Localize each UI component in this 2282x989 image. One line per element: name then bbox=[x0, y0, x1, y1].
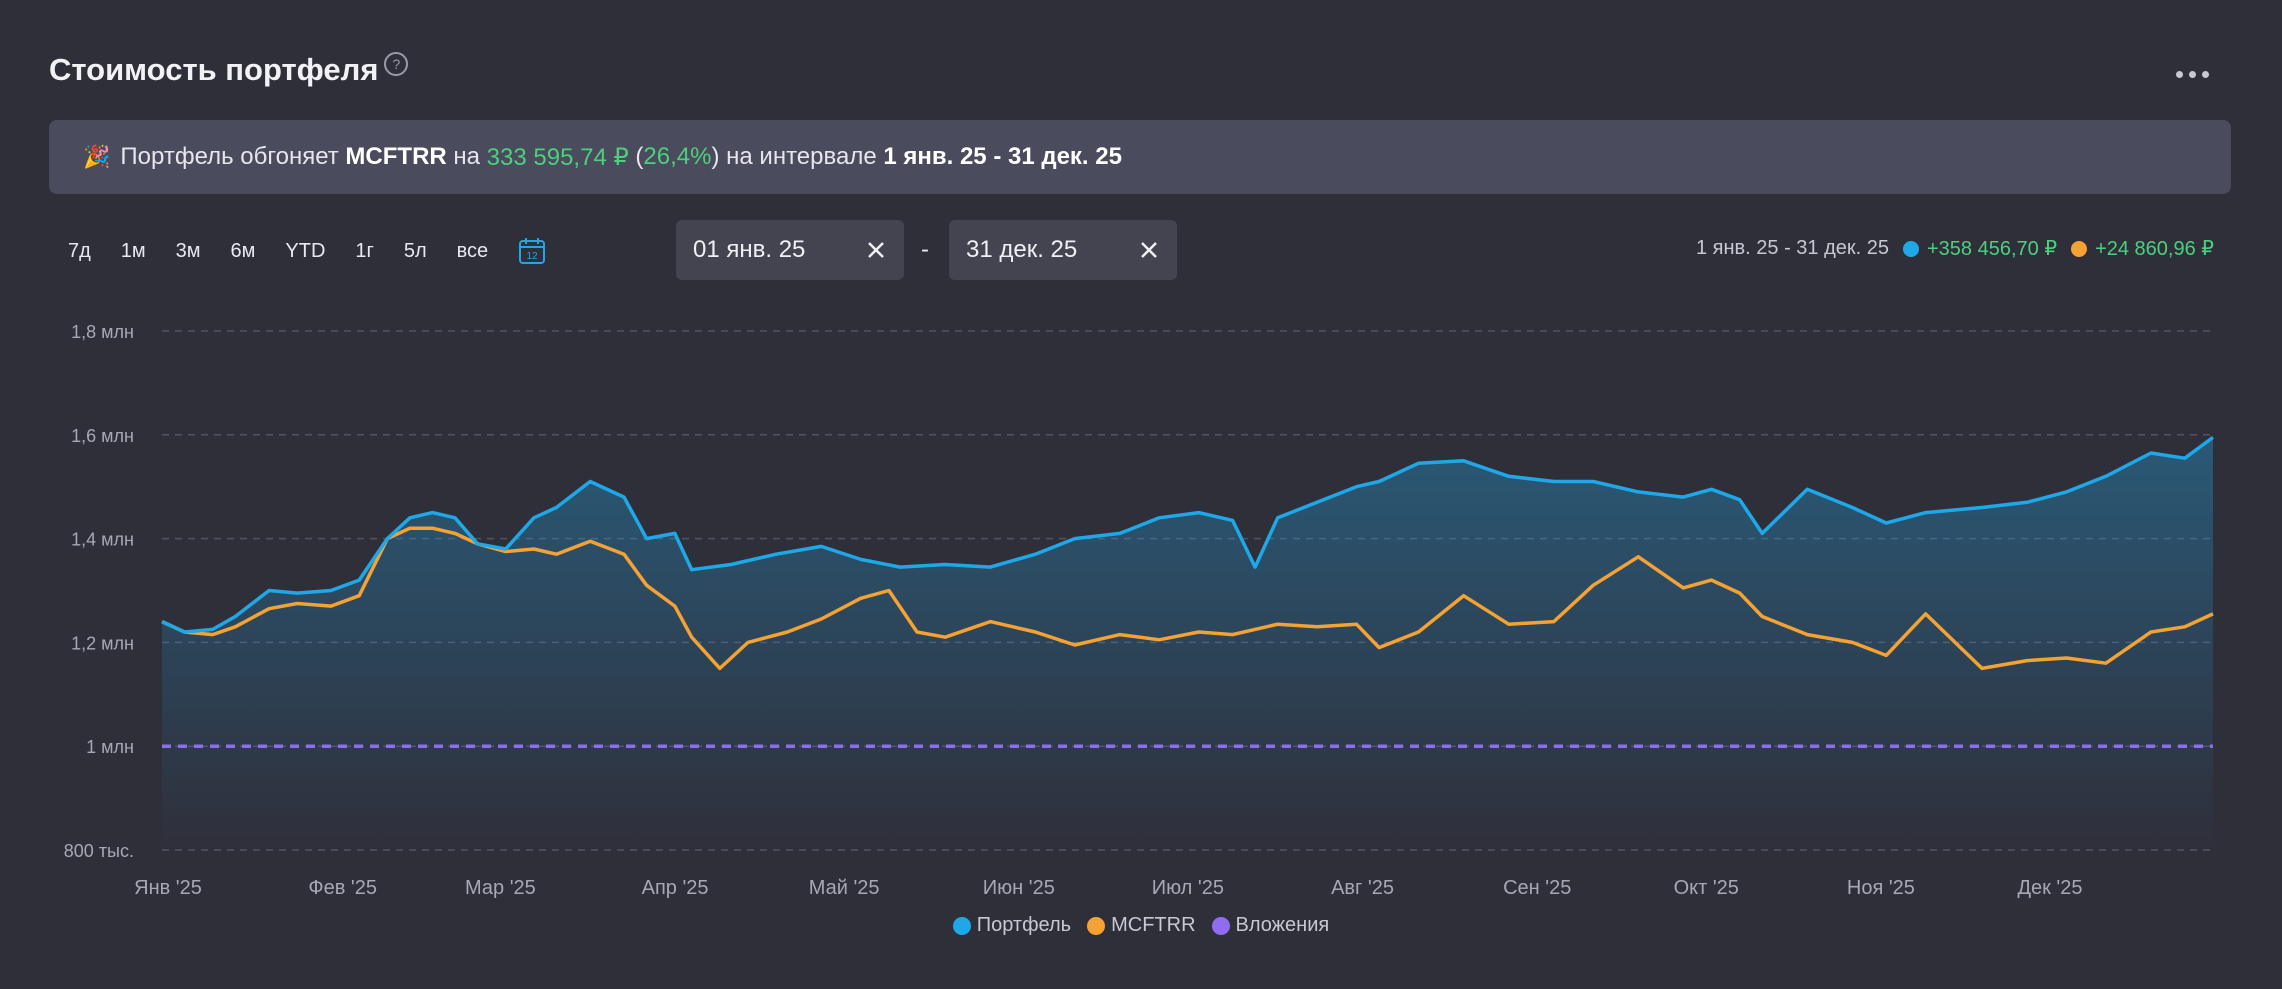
x-axis: Янв '25 Фев '25 Мар '25 Апр '25 Май '25 Июн '… bbox=[134, 877, 2082, 899]
help-icon[interactable]: ? bbox=[384, 52, 409, 76]
period-selector: 7д 1м 3м 6м YTD 1г 5л все 12 bbox=[54, 236, 547, 266]
y-tick-label: 1,2 млн bbox=[71, 633, 134, 653]
legend-benchmark-label: MCFTRR bbox=[1111, 914, 1196, 936]
legend-investments-dot-icon bbox=[1211, 916, 1230, 935]
period-1y-button[interactable]: 1г bbox=[355, 240, 374, 262]
y-tick-label: 800 тыс. bbox=[64, 841, 134, 861]
x-tick-label: Янв '25 bbox=[134, 877, 202, 899]
y-tick-label: 1,6 млн bbox=[71, 426, 134, 446]
period-5y-button[interactable]: 5л bbox=[403, 240, 427, 262]
period-3m-button[interactable]: 3м bbox=[175, 240, 201, 262]
x-tick-label: Май '25 bbox=[809, 877, 880, 899]
period-all-button[interactable]: все bbox=[456, 240, 489, 262]
party-popper-icon: 🎉 bbox=[83, 144, 111, 169]
legend-portfolio-label: Портфель bbox=[976, 914, 1072, 936]
comparison-banner: 🎉 Портфель обгоняет MCFTRR на 333 595,74… bbox=[49, 120, 2231, 194]
period-1m-button[interactable]: 1м bbox=[120, 240, 146, 262]
clear-to-icon[interactable] bbox=[1137, 238, 1161, 262]
x-tick-label: Дек '25 bbox=[2017, 877, 2082, 899]
date-range-separator: - bbox=[921, 236, 929, 263]
legend-benchmark-dot-icon bbox=[1087, 916, 1106, 935]
portfolio-dot-icon bbox=[1903, 240, 1919, 257]
x-tick-label: Авг '25 bbox=[1331, 877, 1394, 899]
page-title: Стоимость портфеля ? bbox=[49, 52, 409, 88]
banner-text-3: на интервале bbox=[719, 143, 884, 170]
chart-series bbox=[161, 435, 2215, 850]
chart-legend: Портфель MCFTRR Вложения bbox=[0, 914, 2282, 937]
title-text: Стоимость портфеля bbox=[49, 52, 379, 87]
y-axis: 1,8 млн 1,6 млн 1,4 млн 1,2 млн 1 млн 800 тыс… bbox=[64, 322, 134, 861]
series-line bbox=[161, 435, 2215, 634]
x-tick-label: Ноя '25 bbox=[1847, 877, 1915, 899]
legend-item-benchmark[interactable]: MCFTRR bbox=[1087, 914, 1196, 937]
date-from-field[interactable]: 01 янв. 25 bbox=[676, 220, 904, 280]
x-tick-label: Окт '25 bbox=[1674, 877, 1739, 899]
banner-amount: 333 595,74 ₽ bbox=[486, 143, 629, 171]
period-7d-button[interactable]: 7д bbox=[68, 240, 91, 262]
period-ytd-button[interactable]: YTD bbox=[285, 240, 326, 262]
y-tick-label: 1,4 млн bbox=[71, 530, 134, 550]
legend-item-portfolio[interactable]: Портфель bbox=[952, 914, 1072, 937]
legend-item-investments[interactable]: Вложения bbox=[1211, 914, 1330, 937]
banner-interval: 1 янв. 25 - 31 дек. 25 bbox=[883, 143, 1122, 170]
y-tick-label: 1 млн bbox=[86, 737, 134, 757]
benchmark-change: +24 860,96 ₽ bbox=[2095, 238, 2214, 260]
x-tick-label: Мар '25 bbox=[465, 877, 536, 899]
y-tick-label: 1,8 млн bbox=[71, 322, 134, 342]
portfolio-area bbox=[162, 437, 2213, 850]
x-tick-label: Фев '25 bbox=[308, 877, 377, 899]
benchmark-dot-icon bbox=[2071, 240, 2088, 257]
banner-benchmark: MCFTRR bbox=[345, 143, 447, 170]
svg-text:12: 12 bbox=[527, 251, 539, 262]
summary-interval: 1 янв. 25 - 31 дек. 25 bbox=[1695, 237, 1889, 259]
banner-paren-close: ) bbox=[711, 143, 720, 170]
clear-from-icon[interactable] bbox=[864, 238, 888, 262]
banner-text-2: на bbox=[446, 143, 487, 170]
x-tick-label: Сен '25 bbox=[1503, 877, 1571, 899]
period-summary: 1 янв. 25 - 31 дек. 25 +358 456,70 ₽ +24… bbox=[1696, 236, 2214, 261]
date-to-field[interactable]: 31 дек. 25 bbox=[949, 220, 1177, 280]
legend-investments-label: Вложения bbox=[1235, 914, 1330, 936]
date-to-value: 31 дек. 25 bbox=[966, 236, 1078, 263]
portfolio-change: +358 456,70 ₽ bbox=[1927, 238, 2058, 260]
banner-paren-open: ( bbox=[628, 143, 644, 170]
x-tick-label: Июл '25 bbox=[1152, 877, 1224, 899]
legend-portfolio-dot-icon bbox=[952, 916, 971, 935]
banner-percent: 26,4% bbox=[643, 143, 712, 170]
period-6m-button[interactable]: 6м bbox=[230, 240, 256, 262]
x-tick-label: Июн '25 bbox=[983, 877, 1055, 899]
calendar-icon[interactable]: 12 bbox=[517, 236, 547, 266]
x-tick-label: Апр '25 bbox=[642, 877, 709, 899]
more-options-icon[interactable] bbox=[2172, 64, 2212, 84]
banner-text-1: Портфель обгоняет bbox=[120, 143, 346, 170]
date-from-value: 01 янв. 25 bbox=[693, 236, 806, 263]
